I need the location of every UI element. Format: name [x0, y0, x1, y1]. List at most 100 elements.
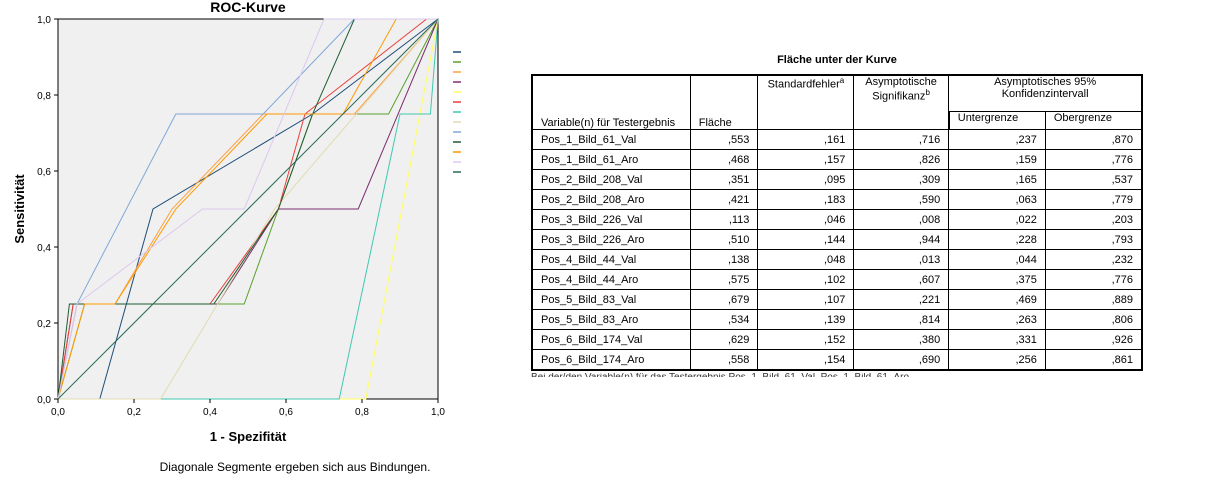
x-tick-label: 0,6 [279, 407, 293, 418]
cell-upper: ,793 [1044, 229, 1143, 250]
table-row: Pos_4_Bild_44_Aro ,575,102,607,375,776 [530, 269, 1143, 290]
cell-std-error: ,152 [757, 329, 855, 350]
cell-upper: ,203 [1044, 209, 1143, 230]
cell-std-error: ,095 [757, 169, 855, 190]
cell-upper: ,232 [1044, 249, 1143, 270]
x-tick-label: 0,0 [51, 407, 65, 418]
cell-variable: Pos_3_Bild_226_Val [530, 209, 691, 230]
table-row: Pos_3_Bild_226_Val ,113,046,008,022,203 [530, 209, 1143, 230]
cell-variable: Pos_2_Bild_208_Val [530, 169, 691, 190]
cell-variable: Pos_2_Bild_208_Aro [530, 189, 691, 210]
cell-variable: Pos_4_Bild_44_Val [530, 249, 691, 270]
cell-lower: ,331 [948, 329, 1046, 350]
cell-std-error: ,154 [757, 349, 855, 371]
cell-lower: ,469 [948, 289, 1046, 310]
cell-lower: ,063 [948, 189, 1046, 210]
cell-std-error: ,102 [757, 269, 855, 290]
y-tick-label: 0,2 [37, 319, 51, 330]
x-tick-label: 0,2 [127, 407, 141, 418]
header-asym-sig-label: Asymptotische Signifikanz [865, 76, 937, 103]
header-std-error-label: Standardfehler [767, 78, 840, 91]
cell-area: ,575 [689, 269, 759, 290]
cell-lower: ,256 [948, 349, 1046, 371]
cell-variable: Pos_5_Bild_83_Val [530, 289, 691, 310]
y-tick-label: 0,0 [37, 395, 51, 406]
cell-lower: ,228 [948, 229, 1046, 250]
cell-upper: ,779 [1044, 189, 1143, 210]
header-asym-sig: Asymptotische Signifikanzb [853, 74, 950, 130]
y-axis-label: Sensitivität [12, 174, 27, 244]
table-row: Pos_2_Bild_208_Val ,351,095,309,165,537 [530, 169, 1143, 190]
cell-area: ,558 [689, 349, 759, 371]
table-row: Pos_3_Bild_226_Aro ,510,144,944,228,793 [530, 229, 1143, 250]
cell-upper: ,806 [1044, 309, 1143, 330]
cell-upper: ,537 [1044, 169, 1143, 190]
cell-std-error: ,107 [757, 289, 855, 310]
header-upper: Obergrenze [1044, 111, 1143, 130]
x-tick-label: 1,0 [431, 407, 445, 418]
cell-area: ,534 [689, 309, 759, 330]
cell-upper: ,889 [1044, 289, 1143, 310]
cell-std-error: ,161 [757, 129, 855, 150]
roc-series-line [58, 18, 439, 400]
x-tick-label: 0,4 [203, 407, 217, 418]
cell-sig: ,690 [853, 349, 950, 371]
cell-std-error: ,048 [757, 249, 855, 270]
cell-sig: ,013 [853, 249, 950, 270]
cell-sig: ,380 [853, 329, 950, 350]
cell-lower: ,022 [948, 209, 1046, 230]
header-area: Fläche [689, 74, 759, 130]
header-asym-sig-sup: b [925, 88, 930, 97]
roc-series-line [57, 18, 439, 400]
cell-sig: ,607 [853, 269, 950, 290]
cell-sig: ,716 [853, 129, 950, 150]
y-tick-label: 0,6 [37, 167, 51, 178]
y-tick-label: 0,8 [37, 91, 51, 102]
auc-table: Variable(n) für Testergebnis Fläche Stan… [530, 74, 1144, 371]
x-tick-label: 0,8 [355, 407, 369, 418]
cell-variable: Pos_3_Bild_226_Aro [530, 229, 691, 250]
cell-std-error: ,157 [757, 149, 855, 170]
roc-series-line [58, 18, 439, 400]
cell-area: ,510 [689, 229, 759, 250]
cell-variable: Pos_5_Bild_83_Aro [530, 309, 691, 330]
cell-variable: Pos_4_Bild_44_Aro [530, 269, 691, 290]
cell-sig: ,944 [853, 229, 950, 250]
cell-upper: ,776 [1044, 269, 1143, 290]
cell-area: ,138 [689, 249, 759, 270]
cell-std-error: ,144 [757, 229, 855, 250]
cell-area: ,113 [689, 209, 759, 230]
cell-area: ,629 [689, 329, 759, 350]
cell-lower: ,263 [948, 309, 1046, 330]
cell-variable: Pos_1_Bild_61_Val [530, 129, 691, 150]
cell-std-error: ,139 [757, 309, 855, 330]
cell-upper: ,861 [1044, 349, 1143, 371]
table-footnote: Bei der/den Variable(n) für das Testerge… [531, 373, 1143, 377]
roc-series-line [57, 18, 438, 400]
table-row: Pos_6_Bild_174_Val ,629,152,380,331,926 [530, 329, 1143, 350]
cell-sig: ,814 [853, 309, 950, 330]
table-row: Pos_6_Bild_174_Aro ,558,154,690,256,861 [530, 349, 1143, 371]
cell-upper: ,870 [1044, 129, 1143, 150]
table-title: Fläche unter der Kurve [777, 54, 897, 66]
cell-sig: ,590 [853, 189, 950, 210]
cell-upper: ,926 [1044, 329, 1143, 350]
table-row: Pos_1_Bild_61_Val ,553,161,716,237,870 [530, 129, 1143, 150]
table-row: Pos_5_Bild_83_Aro ,534,139,814,263,806 [530, 309, 1143, 330]
cell-sig: ,309 [853, 169, 950, 190]
table-row: Pos_2_Bild_208_Aro ,421,183,590,063,779 [530, 189, 1143, 210]
chart-note: Diagonale Segmente ergeben sich aus Bind… [160, 460, 431, 474]
cell-variable: Pos_6_Bild_174_Aro [530, 349, 691, 371]
header-std-error-sup: a [839, 76, 845, 85]
cell-area: ,468 [689, 149, 759, 170]
cell-sig: ,221 [853, 289, 950, 310]
cell-area: ,679 [689, 289, 759, 310]
x-axis-label: 1 - Spezifität [210, 429, 287, 444]
header-std-error: Standardfehlera [757, 74, 855, 130]
cell-lower: ,375 [948, 269, 1046, 290]
cell-sig: ,826 [853, 149, 950, 170]
cell-upper: ,776 [1044, 149, 1143, 170]
header-variable: Variable(n) für Testergebnis [530, 74, 691, 130]
cell-variable: Pos_6_Bild_174_Val [530, 329, 691, 350]
cell-lower: ,165 [948, 169, 1046, 190]
